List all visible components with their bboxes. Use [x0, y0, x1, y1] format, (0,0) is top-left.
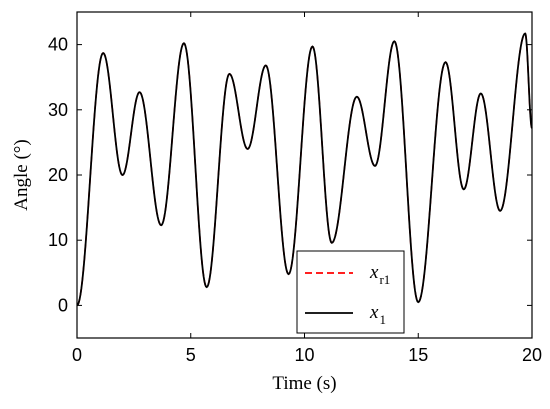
legend-label-x-r1: xr1 — [369, 262, 390, 287]
y-tick-label-2: 20 — [48, 165, 68, 185]
y-tick-label-3: 30 — [48, 100, 68, 120]
x-tick-label-0: 0 — [72, 345, 82, 365]
x-tick-label-1: 5 — [186, 345, 196, 365]
x-tick-label-4: 20 — [522, 345, 542, 365]
series-line-x-1 — [76, 32, 533, 307]
x-tick-label-3: 15 — [408, 345, 428, 365]
legend-box — [296, 250, 405, 334]
ticks-layer: 0 5 10 15 20 0 10 20 30 40 — [48, 12, 542, 365]
y-tick-label-1: 10 — [48, 230, 68, 250]
x-axis-label: Time (s) — [272, 373, 336, 394]
legend-label-x-1: x1 — [369, 302, 386, 327]
x-tick-label-2: 10 — [294, 345, 314, 365]
y-tick-label-0: 0 — [58, 295, 68, 315]
series-layer — [76, 32, 533, 307]
y-axis-label: Angle (°) — [11, 139, 32, 210]
legend: xr1 x1 — [296, 250, 405, 334]
y-tick-label-4: 40 — [48, 35, 68, 55]
